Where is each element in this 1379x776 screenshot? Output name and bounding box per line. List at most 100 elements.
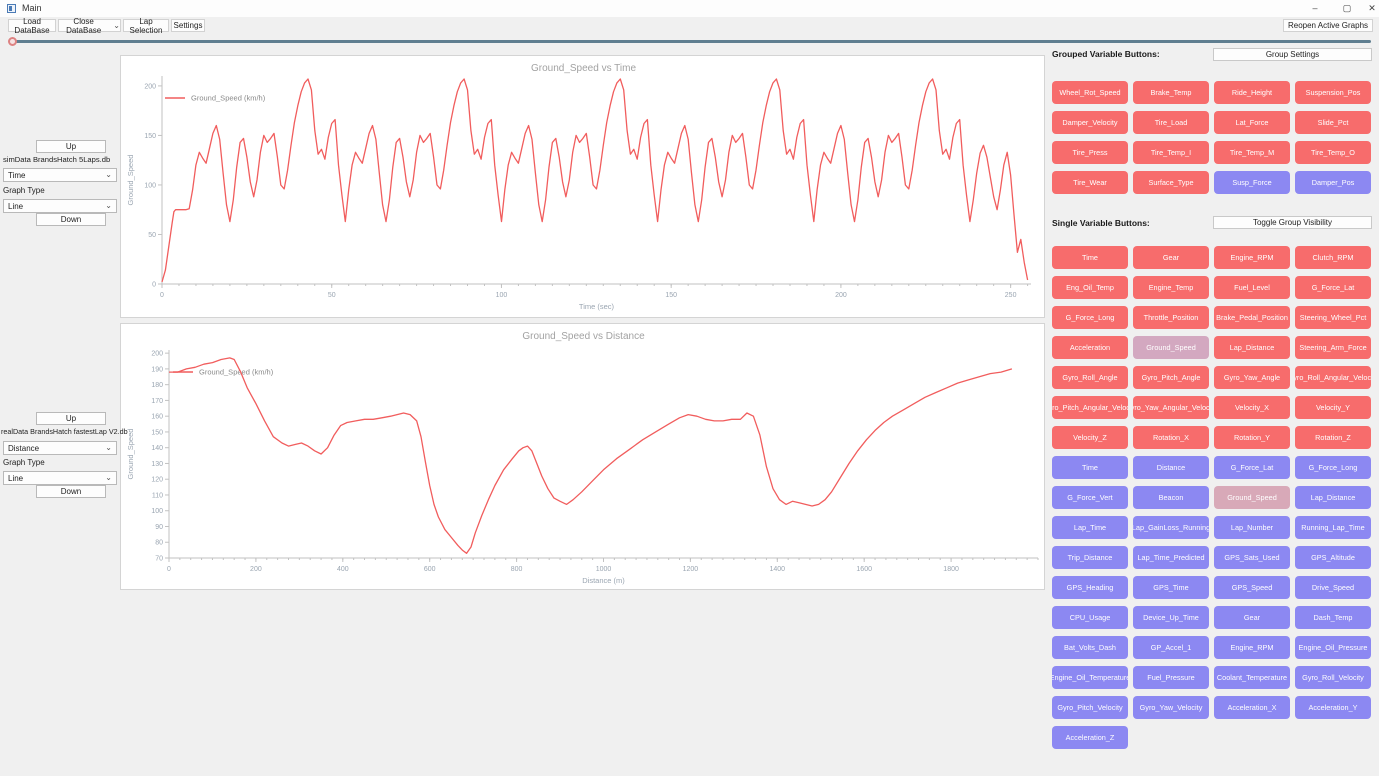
variable-button-damper_velocity[interactable]: Damper_Velocity	[1052, 111, 1128, 134]
variable-button-gyro_yaw_velocity[interactable]: Gyro_Yaw_Velocity	[1133, 696, 1209, 719]
variable-button-g_force_vert[interactable]: G_Force_Vert	[1052, 486, 1128, 509]
variable-button-gps_altitude[interactable]: GPS_Altitude	[1295, 546, 1371, 569]
variable-button-clutch_rpm[interactable]: Clutch_RPM	[1295, 246, 1371, 269]
variable-button-dash_temp[interactable]: Dash_Temp	[1295, 606, 1371, 629]
variable-button-gyro_roll_velocity[interactable]: Gyro_Roll_Velocity	[1295, 666, 1371, 689]
variable-button-steering_arm_force[interactable]: Steering_Arm_Force	[1295, 336, 1371, 359]
variable-button-trip_distance[interactable]: Trip_Distance	[1052, 546, 1128, 569]
variable-button-gear[interactable]: Gear	[1214, 606, 1290, 629]
variable-button-engine_oil_temperature[interactable]: Engine_Oil_Temperature	[1052, 666, 1128, 689]
variable-button-distance[interactable]: Distance	[1133, 456, 1209, 479]
variable-button-gyro_pitch_angular_velocity[interactable]: Gyro_Pitch_Angular_Velocity	[1052, 396, 1128, 419]
variable-button-susp_force[interactable]: Susp_Force	[1214, 171, 1290, 194]
move-up-button[interactable]: Up	[36, 140, 106, 153]
variable-button-rotation_y[interactable]: Rotation_Y	[1214, 426, 1290, 449]
variable-button-lap_distance[interactable]: Lap_Distance	[1295, 486, 1371, 509]
variable-button-ground_speed[interactable]: Ground_Speed	[1214, 486, 1290, 509]
variable-button-gp_accel_1[interactable]: GP_Accel_1	[1133, 636, 1209, 659]
close-database-dropdown[interactable]: Close DataBase ⌄	[58, 17, 121, 35]
x-axis-select[interactable]: Time ⌄	[3, 168, 117, 182]
variable-button-acceleration_z[interactable]: Acceleration_Z	[1052, 726, 1128, 749]
variable-button-g_force_long[interactable]: G_Force_Long	[1295, 456, 1371, 479]
variable-button-fuel_level[interactable]: Fuel_Level	[1214, 276, 1290, 299]
variable-button-rotation_z[interactable]: Rotation_Z	[1295, 426, 1371, 449]
variable-button-gyro_roll_angle[interactable]: Gyro_Roll_Angle	[1052, 366, 1128, 389]
variable-button-gps_heading[interactable]: GPS_Heading	[1052, 576, 1128, 599]
variable-button-lap_distance[interactable]: Lap_Distance	[1214, 336, 1290, 359]
variable-button-velocity_z[interactable]: Velocity_Z	[1052, 426, 1128, 449]
variable-button-bat_volts_dash[interactable]: Bat_Volts_Dash	[1052, 636, 1128, 659]
move-up-button[interactable]: Up	[36, 412, 106, 425]
variable-button-tire_load[interactable]: Tire_Load	[1133, 111, 1209, 134]
x-axis-select[interactable]: Distance ⌄	[3, 441, 117, 455]
variable-button-gyro_yaw_angular_velocity[interactable]: Gyro_Yaw_Angular_Velocity	[1133, 396, 1209, 419]
variable-button-beacon[interactable]: Beacon	[1133, 486, 1209, 509]
variable-button-gyro_yaw_angle[interactable]: Gyro_Yaw_Angle	[1214, 366, 1290, 389]
variable-button-ride_height[interactable]: Ride_Height	[1214, 81, 1290, 104]
variable-button-velocity_x[interactable]: Velocity_X	[1214, 396, 1290, 419]
variable-button-acceleration_x[interactable]: Acceleration_X	[1214, 696, 1290, 719]
variable-button-eng_oil_temp[interactable]: Eng_Oil_Temp	[1052, 276, 1128, 299]
variable-button-cpu_usage[interactable]: CPU_Usage	[1052, 606, 1128, 629]
variable-button-damper_pos[interactable]: Damper_Pos	[1295, 171, 1371, 194]
variable-button-drive_speed[interactable]: Drive_Speed	[1295, 576, 1371, 599]
variable-button-engine_oil_pressure[interactable]: Engine_Oil_Pressure	[1295, 636, 1371, 659]
variable-button-gps_sats_used[interactable]: GPS_Sats_Used	[1214, 546, 1290, 569]
variable-button-tire_temp_i[interactable]: Tire_Temp_I	[1133, 141, 1209, 164]
variable-button-engine_rpm[interactable]: Engine_RPM	[1214, 636, 1290, 659]
variable-button-gyro_pitch_angle[interactable]: Gyro_Pitch_Angle	[1133, 366, 1209, 389]
maximize-button[interactable]: ▢	[1332, 0, 1362, 17]
variable-button-steering_wheel_pct[interactable]: Steering_Wheel_Pct	[1295, 306, 1371, 329]
variable-button-tire_temp_m[interactable]: Tire_Temp_M	[1214, 141, 1290, 164]
close-button[interactable]: ✕	[1357, 0, 1379, 17]
variable-button-wheel_rot_speed[interactable]: Wheel_Rot_Speed	[1052, 81, 1128, 104]
variable-button-rotation_x[interactable]: Rotation_X	[1133, 426, 1209, 449]
timeline-slider-track[interactable]	[9, 40, 1371, 43]
variable-button-lap_time_predicted[interactable]: Lap_Time_Predicted	[1133, 546, 1209, 569]
variable-button-suspension_pos[interactable]: Suspension_Pos	[1295, 81, 1371, 104]
group-settings-button[interactable]: Group Settings	[1213, 48, 1372, 61]
variable-button-brake_temp[interactable]: Brake_Temp	[1133, 81, 1209, 104]
variable-button-running_lap_time[interactable]: Running_Lap_Time	[1295, 516, 1371, 539]
variable-button-tire_temp_o[interactable]: Tire_Temp_O	[1295, 141, 1371, 164]
minimize-button[interactable]: –	[1300, 0, 1330, 17]
load-database-button[interactable]: Load DataBase	[8, 17, 56, 35]
variable-button-surface_type[interactable]: Surface_Type	[1133, 171, 1209, 194]
variable-button-gps_time[interactable]: GPS_Time	[1133, 576, 1209, 599]
variable-button-tire_press[interactable]: Tire_Press	[1052, 141, 1128, 164]
variable-button-engine_temp[interactable]: Engine_Temp	[1133, 276, 1209, 299]
variable-button-fuel_pressure[interactable]: Fuel_Pressure	[1133, 666, 1209, 689]
variable-button-ground_speed[interactable]: Ground_Speed	[1133, 336, 1209, 359]
move-down-button[interactable]: Down	[36, 213, 106, 226]
variable-button-gyro_roll_angular_velocity[interactable]: Gyro_Roll_Angular_Velocity	[1295, 366, 1371, 389]
variable-button-device_up_time[interactable]: Device_Up_Time	[1133, 606, 1209, 629]
settings-button[interactable]: Settings	[171, 19, 205, 32]
variable-button-velocity_y[interactable]: Velocity_Y	[1295, 396, 1371, 419]
variable-button-acceleration[interactable]: Acceleration	[1052, 336, 1128, 359]
graph-type-select[interactable]: Line ⌄	[3, 199, 117, 213]
lap-selection-button[interactable]: Lap Selection	[123, 17, 169, 35]
variable-button-g_force_long[interactable]: G_Force_Long	[1052, 306, 1128, 329]
variable-button-time[interactable]: Time	[1052, 246, 1128, 269]
variable-button-lat_force[interactable]: Lat_Force	[1214, 111, 1290, 134]
toggle-group-visibility-button[interactable]: Toggle Group Visibility	[1213, 216, 1372, 229]
variable-button-gps_speed[interactable]: GPS_Speed	[1214, 576, 1290, 599]
variable-button-engine_rpm[interactable]: Engine_RPM	[1214, 246, 1290, 269]
variable-button-throttle_position[interactable]: Throttle_Position	[1133, 306, 1209, 329]
variable-button-slide_pct[interactable]: Slide_Pct	[1295, 111, 1371, 134]
variable-button-lap_number[interactable]: Lap_Number	[1214, 516, 1290, 539]
graph-type-select[interactable]: Line ⌄	[3, 471, 117, 485]
variable-button-acceleration_y[interactable]: Acceleration_Y	[1295, 696, 1371, 719]
reopen-active-graphs-button[interactable]: Reopen Active Graphs	[1283, 19, 1373, 32]
timeline-slider-handle[interactable]	[8, 37, 17, 46]
variable-button-brake_pedal_position[interactable]: Brake_Pedal_Position	[1214, 306, 1290, 329]
variable-button-lap_gainloss_running[interactable]: Lap_GainLoss_Running	[1133, 516, 1209, 539]
variable-button-lap_time[interactable]: Lap_Time	[1052, 516, 1128, 539]
variable-button-g_force_lat[interactable]: G_Force_Lat	[1214, 456, 1290, 479]
variable-button-gear[interactable]: Gear	[1133, 246, 1209, 269]
variable-button-tire_wear[interactable]: Tire_Wear	[1052, 171, 1128, 194]
variable-button-g_force_lat[interactable]: G_Force_Lat	[1295, 276, 1371, 299]
variable-button-gyro_pitch_velocity[interactable]: Gyro_Pitch_Velocity	[1052, 696, 1128, 719]
move-down-button[interactable]: Down	[36, 485, 106, 498]
variable-button-time[interactable]: Time	[1052, 456, 1128, 479]
